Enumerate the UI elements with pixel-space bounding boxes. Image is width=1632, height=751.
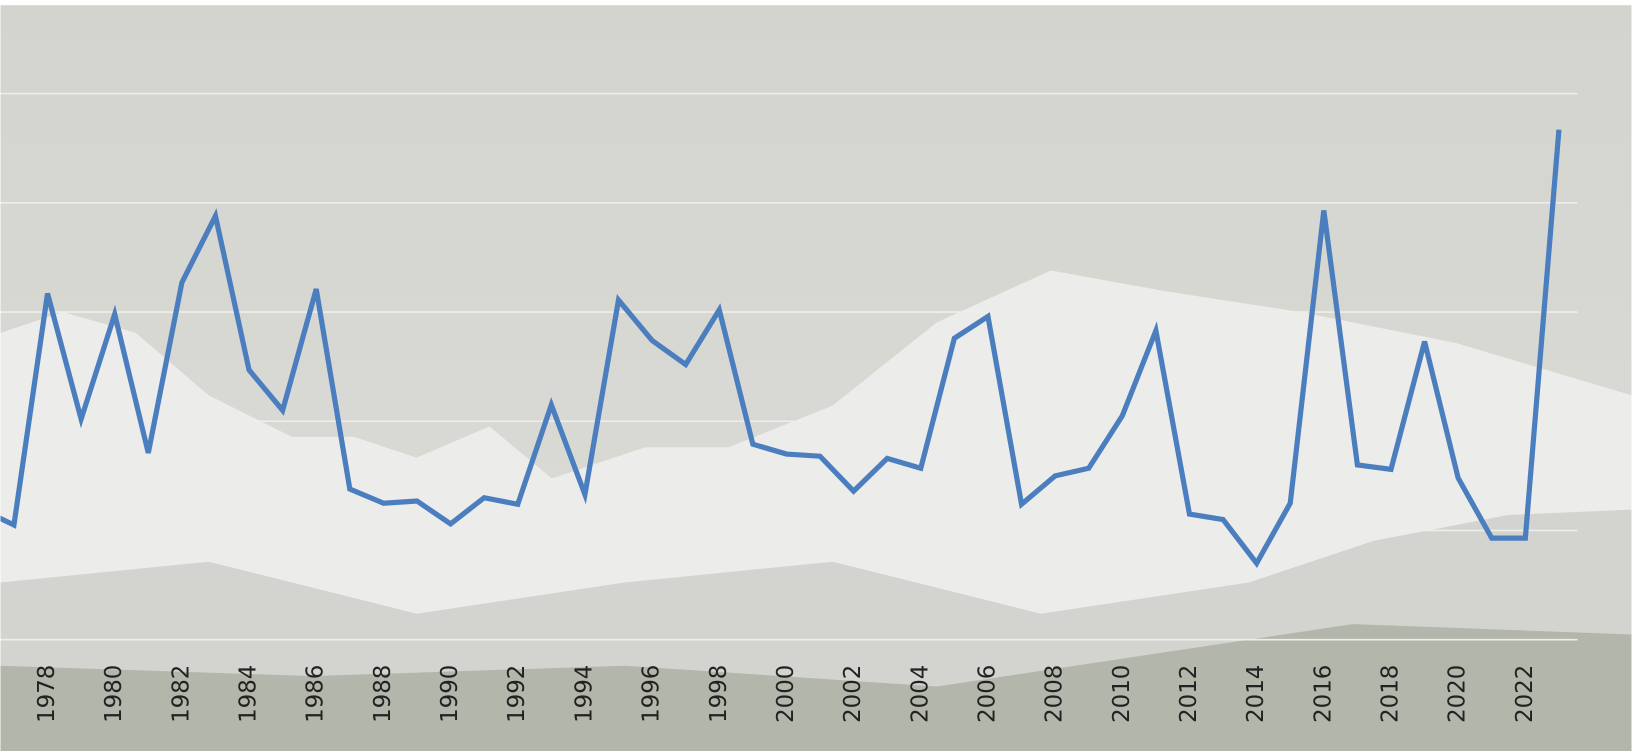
x-tick-label: 2002: [840, 665, 866, 723]
x-tick-label: 1982: [168, 665, 194, 723]
x-tick-label: 2016: [1310, 665, 1336, 723]
grid: [0, 92, 1578, 641]
x-tick-label: 2018: [1377, 665, 1403, 723]
x-axis: 1978 1980 1982 1984 1986 1988 1990 1992 1994 1996…: [34, 665, 1538, 723]
x-tick-label: 1984: [236, 665, 262, 723]
x-tick-label: 1986: [303, 665, 329, 723]
x-tick-label: 1988: [370, 665, 396, 723]
x-tick-label: 2014: [1243, 665, 1269, 723]
x-tick-label: 2020: [1445, 665, 1471, 723]
x-tick-label: 2008: [1042, 665, 1068, 723]
plot: [0, 129, 1562, 568]
x-tick-label: 2000: [773, 665, 799, 723]
x-tick-label: 2022: [1512, 665, 1538, 723]
x-tick-label: 2010: [1109, 665, 1135, 723]
background: [0, 5, 1632, 751]
x-tick-label: 2012: [1176, 665, 1202, 723]
x-tick-label: 1992: [504, 665, 530, 723]
x-tick-label: 1980: [101, 665, 127, 723]
x-tick-label: 1990: [437, 665, 463, 723]
x-tick-label: 2004: [907, 665, 933, 723]
line-series: [0, 129, 1562, 568]
x-tick-label: 1994: [571, 665, 597, 723]
x-tick-label: 2006: [974, 665, 1000, 723]
x-tick-label: 1996: [639, 665, 665, 723]
x-tick-label: 1978: [34, 665, 60, 723]
x-tick-label: 1998: [706, 665, 732, 723]
